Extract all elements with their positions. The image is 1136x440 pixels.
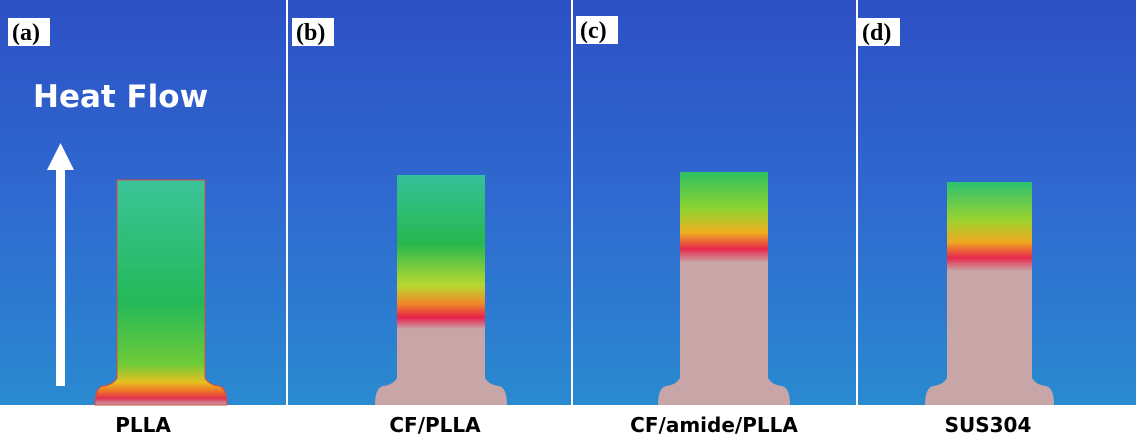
heat-flow-indicator: Heat Flow <box>33 79 208 386</box>
arrow-head <box>47 143 74 170</box>
tag-box <box>858 18 900 46</box>
caption: CF/PLLA <box>389 413 481 437</box>
panel: (d) SUS304 <box>858 0 1136 437</box>
panel: (a) PLLA <box>0 0 286 437</box>
arrow-shaft <box>56 168 65 386</box>
panel-tag: (c) <box>580 18 607 44</box>
sample <box>375 175 507 405</box>
caption: CF/amide/PLLA <box>630 413 798 437</box>
panel-tag: (d) <box>862 20 891 46</box>
panel-tag: (b) <box>296 20 325 46</box>
caption: PLLA <box>115 413 171 437</box>
sample <box>658 172 790 405</box>
heat-flow-label: Heat Flow <box>33 79 208 115</box>
sample <box>94 179 228 406</box>
tag-box <box>8 18 50 46</box>
sample <box>925 182 1054 405</box>
tag-box <box>576 16 618 44</box>
panel: (b) CF/PLLA <box>288 0 571 437</box>
caption: SUS304 <box>945 413 1032 437</box>
panel-tag: (a) <box>12 20 40 46</box>
panel: (c) CF/amide/PLLA <box>573 0 856 437</box>
tag-box <box>292 18 334 46</box>
